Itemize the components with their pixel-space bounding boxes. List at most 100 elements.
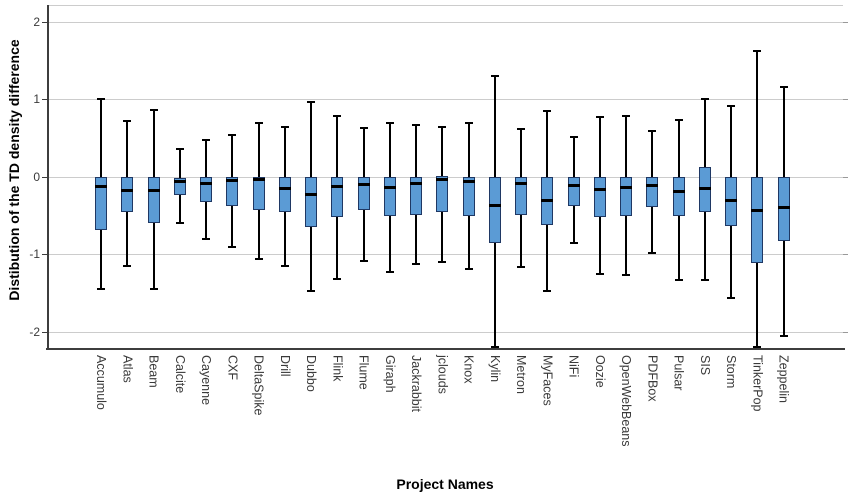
whisker-cap-bottom [727,297,735,300]
median-line [698,187,711,190]
median-line [541,198,554,202]
box-iqr [331,176,344,218]
whisker-cap-top [412,124,420,126]
whisker-cap-bottom [700,278,709,281]
x-category-label: Zeppelin [776,355,791,403]
whisker-cap-top [307,100,315,103]
median-line [725,198,737,202]
whisker-cap-bottom [595,272,604,275]
whisker-cap-bottom [674,278,683,281]
x-category-label: Pulsar [671,355,686,391]
whisker-cap-top [595,116,604,119]
whisker-cap-top [359,127,368,130]
x-category-label: NiFi [566,355,581,378]
y-axis-right-tick [843,22,848,24]
x-axis-title: Project Names [396,476,494,492]
x-category-label: Flume [356,355,371,390]
median-line [515,182,527,186]
box-iqr [515,176,527,215]
x-category-label: Beam [146,355,161,388]
median-line [95,185,107,189]
whisker-cap-top [648,130,657,133]
x-category-label: DeltaSpike [251,355,266,416]
whisker-cap-bottom [280,264,289,267]
box-iqr [488,176,501,244]
x-category-label: Dubbo [304,355,318,392]
whisker-cap-bottom [517,266,525,269]
whisker-cap-top [753,49,762,52]
median-line [593,187,606,191]
whisker-cap-top [254,121,263,124]
whisker-cap-bottom [202,237,210,240]
y-axis-right-tick [843,99,848,101]
box-iqr [620,176,632,217]
y-axis-right-tick [843,176,848,178]
x-category-label: Calcite [172,355,187,394]
box-iqr [121,176,134,213]
whisker-cap-top [700,98,709,101]
x-category-label: Oozie [592,355,607,388]
whisker-cap-bottom [307,290,315,293]
y-tick-label: 1 [33,92,40,107]
whisker-cap-bottom [438,261,447,264]
x-category-label: TinkerPop [750,355,765,412]
median-line [200,181,212,185]
box-iqr [593,176,606,218]
y-tick-label: -2 [29,324,40,339]
whisker-cap-bottom [779,334,788,337]
whisker-cap-top [490,75,499,78]
whisker-cap-top [517,127,525,130]
whisker-cap-bottom [648,251,657,254]
x-category-label: Kylin [487,355,502,383]
y-axis-tick [42,254,47,256]
box-iqr [95,176,107,230]
box-iqr [672,176,685,217]
x-category-label: MyFaces [540,355,555,406]
box-iqr [462,176,475,216]
whisker-cap-top [779,86,788,89]
box-iqr [725,176,737,227]
y-tick-label: 0 [33,169,40,184]
whisker-cap-top [202,139,210,142]
whisker-cap-top [175,148,184,150]
y-axis-right-tick [843,254,848,256]
x-category-label: Atlas [120,355,135,383]
box-iqr [383,176,396,216]
median-line [620,186,632,190]
y-axis-right-tick [843,331,848,333]
box-iqr [436,176,449,212]
median-line [462,180,475,184]
x-category-label: OpenWebBeans [619,355,633,447]
median-line [436,177,449,181]
whisker-cap-top [543,110,552,113]
median-line [357,183,370,187]
whisker-cap-bottom [385,271,394,274]
whisker-cap-bottom [412,263,420,266]
median-line [672,190,685,194]
y-tick-label: 2 [33,15,40,30]
median-line [173,180,186,184]
box-iqr [357,176,370,211]
box-iqr [777,176,790,242]
median-line [252,177,265,181]
y-tick-label: -1 [29,247,40,262]
whisker-cap-bottom [543,289,552,292]
whisker-cap-bottom [254,257,263,260]
box-iqr [252,176,265,211]
whisker-cap-top [385,121,394,124]
whisker-cap-bottom [569,241,578,244]
box-iqr [567,176,580,206]
whisker-cap-bottom [123,264,132,267]
box-iqr [147,176,160,223]
x-category-label: CXF [225,355,240,380]
whisker-cap-bottom [490,346,499,349]
median-line [331,184,344,188]
whisker-cap-top [149,108,158,111]
x-category-label: Storm [724,355,738,389]
median-line [567,183,580,187]
box-iqr [226,176,239,206]
median-line [383,186,396,190]
x-category-label: Giraph [382,355,397,393]
